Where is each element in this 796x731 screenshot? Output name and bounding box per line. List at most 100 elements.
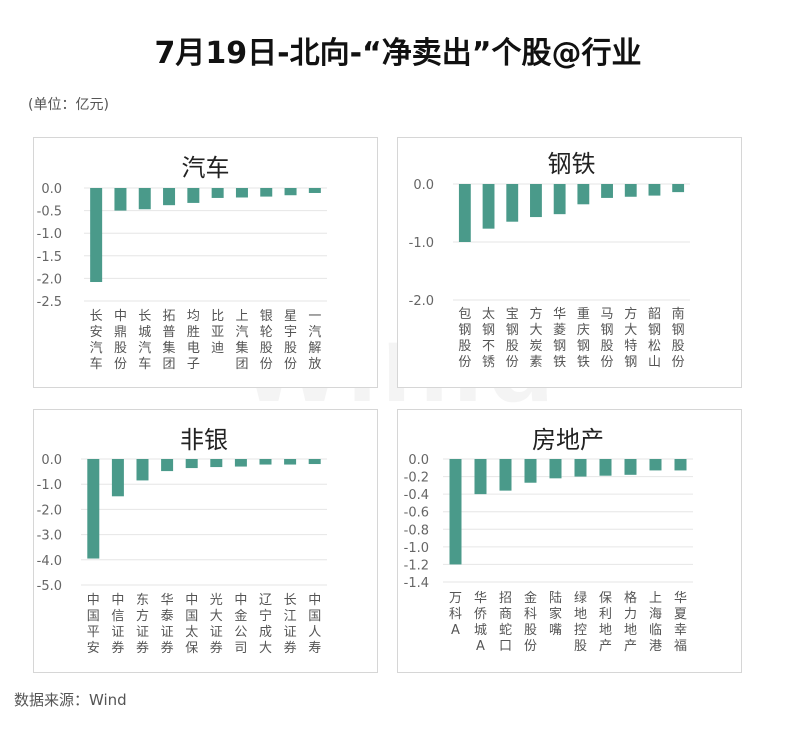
x-category-label: 中金公司 xyxy=(234,593,247,656)
x-category-label: 太钢不锈 xyxy=(482,307,495,370)
chart-panel-steel: 钢铁 0.0 -1.0 -2.0 包钢股份 太钢不锈 宝钢股份 方大炭素 华菱钢铁 重庆钢铁 马钢股… xyxy=(397,137,742,388)
x-category-char: 上 xyxy=(649,591,662,606)
x-category-char: 华 xyxy=(161,593,174,608)
bar xyxy=(161,459,174,472)
x-category-char: 万 xyxy=(449,591,462,606)
bar xyxy=(211,188,224,198)
x-category-char: 轮 xyxy=(260,325,273,340)
x-category-char: 产 xyxy=(599,639,612,654)
y-tick-label: -3.0 xyxy=(37,529,62,544)
bar xyxy=(524,459,537,483)
x-category-char: 东 xyxy=(136,593,149,608)
bar xyxy=(624,459,637,475)
x-category-label: 包钢股份 xyxy=(458,307,471,370)
x-category-char: 券 xyxy=(161,640,174,656)
x-category-label: 一汽解放 xyxy=(308,309,321,372)
x-category-char: 份 xyxy=(524,639,537,654)
unit-label: (单位：亿元) xyxy=(28,97,109,113)
x-category-char: 集 xyxy=(163,340,176,356)
x-category-char: 信 xyxy=(111,609,124,624)
bar xyxy=(111,459,124,497)
chart-panel-realestate: 房地产 0.0 -0.2 -0.4 -0.6 -0.8 -1.0 -1.2 -1.4 万科 A 华侨城… xyxy=(397,409,742,673)
y-tick-label: 0.0 xyxy=(41,453,62,468)
y-tick-label: -1.4 xyxy=(404,576,429,591)
x-category-char: 银 xyxy=(260,309,273,324)
x-category-label: 光大证券 xyxy=(210,593,223,656)
bar xyxy=(284,188,297,196)
x-category-char: 招 xyxy=(499,591,512,606)
x-category-char: 份 xyxy=(601,355,614,370)
x-category-char: 团 xyxy=(163,357,176,372)
bar xyxy=(449,459,462,565)
x-category-label: 均胜电子 xyxy=(187,309,200,372)
bar xyxy=(624,184,637,197)
y-tick-label: 0.0 xyxy=(408,453,429,468)
x-category-char: A xyxy=(451,623,460,638)
x-category-char: 电 xyxy=(187,341,200,356)
x-category-char: 比 xyxy=(211,309,224,324)
x-category-char: 商 xyxy=(499,607,512,622)
x-category-char: 利 xyxy=(599,607,612,622)
x-category-char: 份 xyxy=(114,357,127,372)
x-category-char: 子 xyxy=(187,357,200,372)
x-category-char: 城 xyxy=(138,325,151,340)
x-category-char: 宇 xyxy=(284,325,297,340)
x-category-char: 国 xyxy=(308,609,321,624)
bar xyxy=(90,188,103,283)
x-category-char: 放 xyxy=(308,357,321,372)
x-category-label: 格力地产 xyxy=(624,590,637,654)
y-tick-label: -0.5 xyxy=(37,205,62,220)
x-category-label: 中信证券 xyxy=(111,593,124,656)
x-category-char: 庆 xyxy=(577,323,590,338)
x-category-char: 韶 xyxy=(648,306,661,322)
x-category-char: 城 xyxy=(474,623,487,638)
bar xyxy=(284,459,297,465)
x-category-char: 团 xyxy=(235,357,248,372)
bar xyxy=(601,184,613,198)
x-category-char: 中 xyxy=(87,593,100,608)
x-category-char: 钢 xyxy=(506,323,519,338)
x-category-label: 星宇股份 xyxy=(284,309,297,372)
x-category-char: 华 xyxy=(674,591,687,606)
x-category-char: 份 xyxy=(284,357,297,372)
x-category-label: 陆家嘴 xyxy=(549,590,562,638)
x-category-char: 份 xyxy=(506,355,519,370)
x-category-label: 银轮股份 xyxy=(260,309,273,372)
x-category-char: 证 xyxy=(136,625,149,640)
x-category-char: 大 xyxy=(529,323,542,338)
y-tick-label: -0.4 xyxy=(404,488,429,503)
x-category-label: 拓普集团 xyxy=(163,309,176,372)
x-category-label: 华泰证券 xyxy=(161,593,174,656)
x-category-char: 券 xyxy=(284,640,297,656)
bar xyxy=(187,188,200,203)
y-tick-label: -0.8 xyxy=(404,523,429,538)
x-category-label: 上汽集团 xyxy=(235,309,248,372)
chart-title: 钢铁 xyxy=(548,150,596,178)
chart-panel-nonbank: 非银 0.0 -1.0 -2.0 -3.0 -4.0 -5.0 中国平安 中信证券 东方证券 华泰证… xyxy=(33,409,378,673)
x-category-label: 长江证券 xyxy=(284,593,297,656)
chart-title: 非银 xyxy=(180,426,228,454)
x-category-char: 份 xyxy=(672,355,685,370)
y-tick-label: -2.5 xyxy=(37,295,62,310)
y-tick-label: -5.0 xyxy=(37,579,62,594)
x-category-label: 辽宁成大 xyxy=(259,593,272,656)
x-category-char: 格 xyxy=(624,590,637,606)
x-category-char: 钢 xyxy=(624,355,637,370)
x-category-char: 家 xyxy=(549,606,562,622)
bar xyxy=(87,459,100,559)
x-category-char: 车 xyxy=(138,356,151,372)
page-title: 7月19日-北向-“净卖出”个股@行业 xyxy=(154,36,642,71)
x-category-char: 包 xyxy=(458,307,471,322)
x-category-char: 份 xyxy=(260,357,273,372)
x-category-char: 产 xyxy=(624,639,637,654)
x-category-char: 马 xyxy=(601,307,614,322)
x-category-char: 不 xyxy=(482,339,495,354)
x-category-char: 拓 xyxy=(163,309,176,324)
x-category-label: 招商蛇口 xyxy=(499,591,512,654)
x-category-char: 侨 xyxy=(474,607,487,622)
x-category-char: 方 xyxy=(529,306,542,322)
y-tick-label: -1.0 xyxy=(37,227,62,242)
x-category-char: 宁 xyxy=(259,608,272,624)
bar xyxy=(553,184,566,215)
